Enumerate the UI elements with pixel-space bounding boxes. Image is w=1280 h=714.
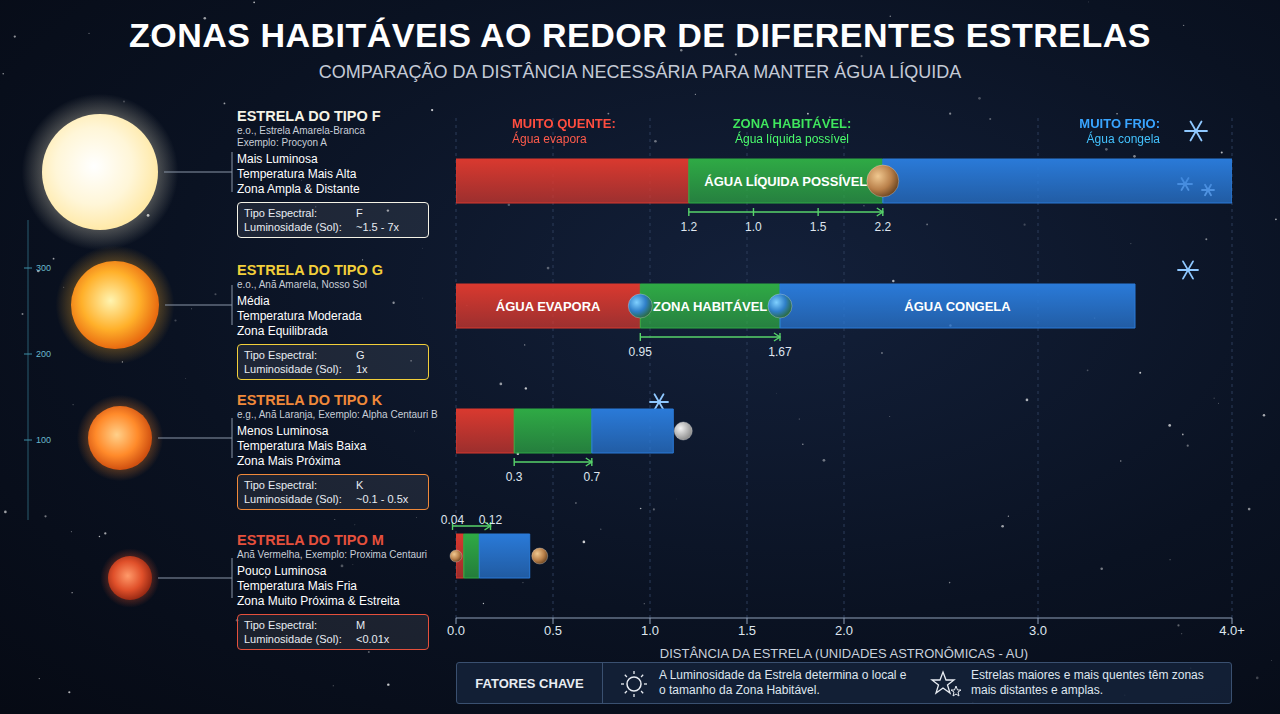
- html-text:Zona Mais Próxima: Zona Mais Próxima: [237, 454, 341, 468]
- svg-text:0.7: 0.7: [583, 470, 600, 484]
- html-text:e.g., Anã Laranja, Exemplo: Al: e.g., Anã Laranja, Exemplo: Alpha Centau…: [237, 409, 438, 420]
- svg-text:1.5: 1.5: [738, 623, 756, 638]
- html-text:e.o., Estrela Amarela-Branca: e.o., Estrela Amarela-Branca: [237, 125, 365, 136]
- svg-text:2.0: 2.0: [835, 623, 853, 638]
- svg-text:0.5: 0.5: [544, 623, 562, 638]
- html-text:F: F: [356, 207, 363, 219]
- html-text:Tipo Espectral:: Tipo Espectral:: [244, 479, 317, 491]
- html-text:K: K: [356, 479, 364, 491]
- svg-text:0.95: 0.95: [629, 345, 653, 359]
- html-text:G: G: [356, 349, 365, 361]
- svg-text:1.0: 1.0: [745, 220, 762, 234]
- html-text:Tipo Espectral:: Tipo Espectral:: [244, 619, 317, 631]
- html-text:~0.1 - 0.5x: ~0.1 - 0.5x: [356, 493, 409, 505]
- svg-text:1.2: 1.2: [680, 220, 697, 234]
- html-text:Água congela: Água congela: [1086, 132, 1160, 146]
- svg-text:ÁGUA EVAPORA: ÁGUA EVAPORA: [496, 299, 601, 314]
- html-text:M: M: [356, 619, 366, 631]
- html-text:Pouco Luminosa: Pouco Luminosa: [237, 564, 327, 578]
- svg-text:3.0: 3.0: [1029, 623, 1047, 638]
- svg-text:ÁGUA LÍQUIDA POSSÍVEL: ÁGUA LÍQUIDA POSSÍVEL: [704, 174, 867, 189]
- html-text:MUITO QUENTE:: MUITO QUENTE:: [512, 116, 616, 131]
- svg-text:0.04: 0.04: [441, 513, 465, 527]
- html-text:1x: 1x: [356, 363, 368, 375]
- svg-text:100: 100: [36, 435, 51, 445]
- html-text:Temperatura Moderada: Temperatura Moderada: [237, 309, 362, 323]
- html-text:MUITO FRIO:: MUITO FRIO:: [1079, 116, 1160, 131]
- html-text:ZONAS HABITÁVEIS AO REDOR DE D: ZONAS HABITÁVEIS AO REDOR DE DIFERENTES …: [129, 16, 1151, 54]
- svg-text:1.67: 1.67: [768, 345, 792, 359]
- html-text:ESTRELA DO TIPO K: ESTRELA DO TIPO K: [237, 392, 383, 408]
- html-text:Temperatura Mais Fria: Temperatura Mais Fria: [237, 579, 357, 593]
- html-text:ESTRELA DO TIPO M: ESTRELA DO TIPO M: [237, 532, 384, 548]
- html-text:e.o., Anã Amarela, Nosso Sol: e.o., Anã Amarela, Nosso Sol: [237, 279, 368, 290]
- html-text:Água evapora: Água evapora: [512, 132, 587, 146]
- html-text:Luminosidade (Sol):: Luminosidade (Sol):: [244, 221, 342, 233]
- svg-text:0.3: 0.3: [506, 470, 523, 484]
- svg-text:DISTÂNCIA DA ESTRELA (UNIDADES: DISTÂNCIA DA ESTRELA (UNIDADES ASTRONÔMI…: [660, 646, 1028, 660]
- html-text:Zona Ampla & Distante: Zona Ampla & Distante: [237, 182, 360, 196]
- svg-text:0.0: 0.0: [447, 623, 465, 638]
- html-text:Menos Luminosa: Menos Luminosa: [237, 424, 329, 438]
- html-text:Exemplo: Procyon A: Exemplo: Procyon A: [237, 137, 327, 148]
- html-text:ESTRELA DO TIPO F: ESTRELA DO TIPO F: [237, 108, 381, 124]
- html-text:Mais Luminosa: Mais Luminosa: [237, 152, 318, 166]
- html-text:Zona Equilibrada: Zona Equilibrada: [237, 324, 328, 338]
- html-text:Água líquida possível: Água líquida possível: [735, 132, 849, 146]
- html-text:<0.01x: <0.01x: [356, 633, 390, 645]
- svg-text:ÁGUA CONGELA: ÁGUA CONGELA: [904, 299, 1011, 314]
- html-text:Luminosidade (Sol):: Luminosidade (Sol):: [244, 363, 342, 375]
- html-text:COMPARAÇÃO DA DISTÂNCIA NECESS: COMPARAÇÃO DA DISTÂNCIA NECESSÁRIA PARA …: [318, 62, 962, 82]
- html-text:ZONA HABITÁVEL:: ZONA HABITÁVEL:: [732, 116, 852, 131]
- svg-text:1.5: 1.5: [810, 220, 827, 234]
- html-text:Temperatura Mais Alta: Temperatura Mais Alta: [237, 167, 357, 181]
- svg-text:300: 300: [36, 263, 51, 273]
- html-text:Tipo Espectral:: Tipo Espectral:: [244, 207, 317, 219]
- html-text:ESTRELA DO TIPO G: ESTRELA DO TIPO G: [237, 262, 384, 278]
- html-text:Zona Muito Próxima & Estreita: Zona Muito Próxima & Estreita: [237, 594, 400, 608]
- svg-text:200: 200: [36, 349, 51, 359]
- html-text:A Luminosidade da Estrela dete: A Luminosidade da Estrela determina o lo…: [659, 668, 907, 697]
- html-text:Tipo Espectral:: Tipo Espectral:: [244, 349, 317, 361]
- html-text:~1.5 - 7x: ~1.5 - 7x: [356, 221, 400, 233]
- html-text:FATORES CHAVE: FATORES CHAVE: [475, 675, 584, 691]
- svg-text:2.2: 2.2: [874, 220, 891, 234]
- svg-text:ZONA HABITÁVEL: ZONA HABITÁVEL: [653, 299, 767, 314]
- html-text:Luminosidade (Sol):: Luminosidade (Sol):: [244, 633, 342, 645]
- html-text:Estrelas maiores e mais quente: Estrelas maiores e mais quentes têm zona…: [971, 668, 1204, 697]
- svg-text:1.0: 1.0: [641, 623, 659, 638]
- svg-text:0.12: 0.12: [479, 513, 503, 527]
- html-text:Temperatura Mais Baixa: Temperatura Mais Baixa: [237, 439, 367, 453]
- html-text:Luminosidade (Sol):: Luminosidade (Sol):: [244, 493, 342, 505]
- html-text:Média: Média: [237, 294, 270, 308]
- html-text:Anã Vermelha, Exemplo: Proxima: Anã Vermelha, Exemplo: Proxima Centauri: [237, 549, 428, 560]
- svg-text:4.0+: 4.0+: [1219, 623, 1245, 638]
